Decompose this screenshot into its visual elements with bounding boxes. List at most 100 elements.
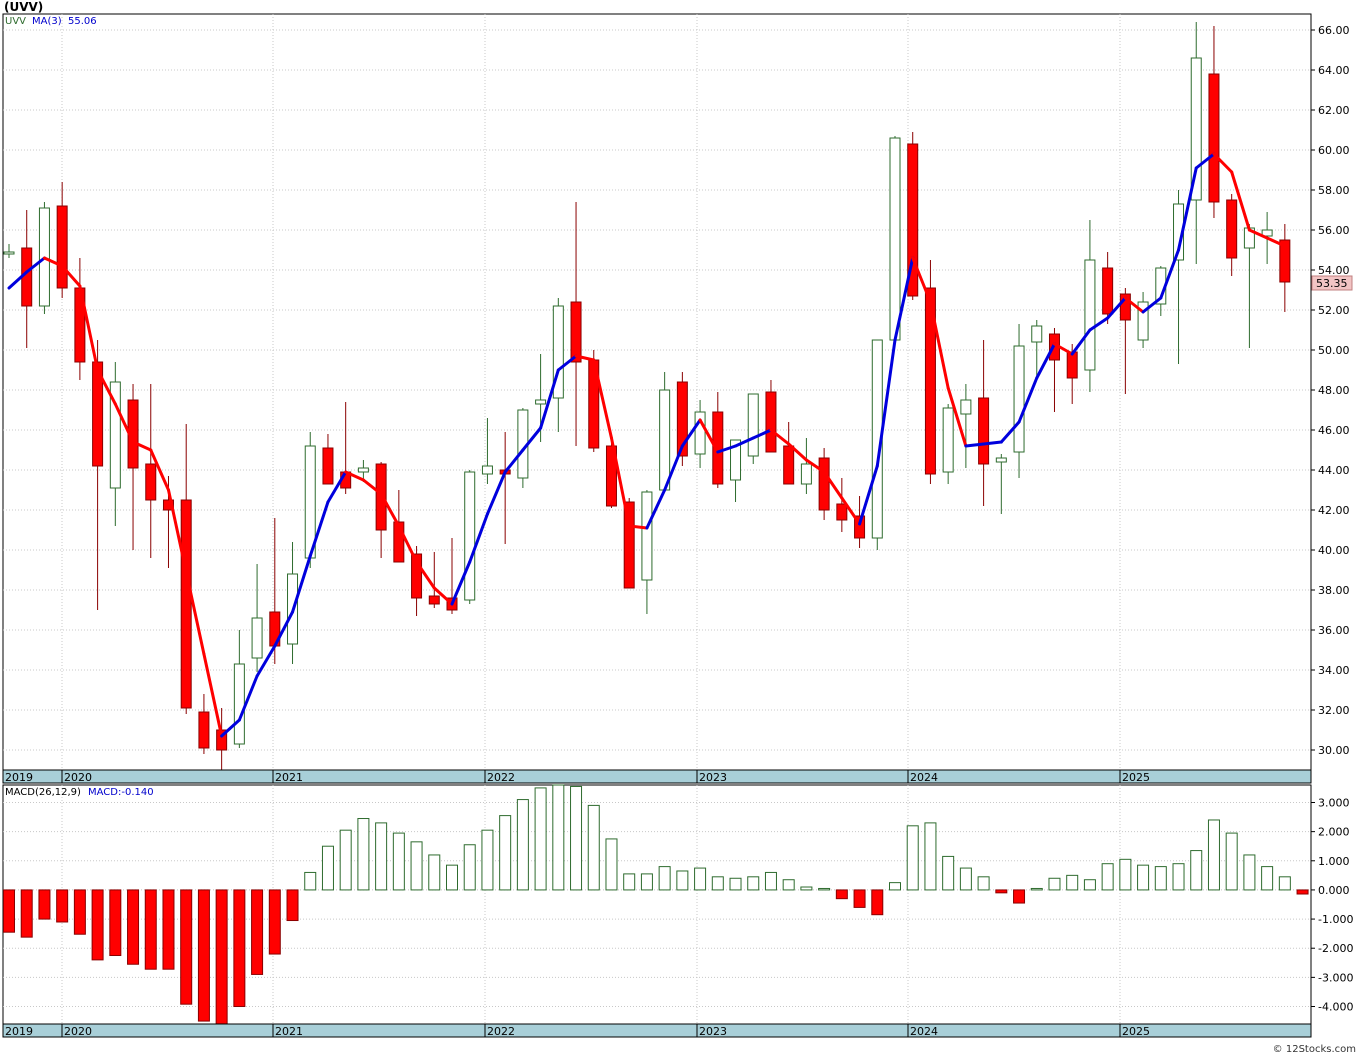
ma-line-segment (787, 442, 808, 462)
price-date-strip (2, 769, 1312, 784)
ma-line-segment (556, 354, 578, 372)
ma-line-segment (415, 560, 436, 590)
candle-body (570, 301, 582, 363)
year-label: 2025 (1122, 771, 1150, 784)
ma-line-segment (78, 284, 100, 372)
macd-bar (1083, 879, 1096, 891)
candle-body (995, 457, 1007, 463)
macd-bar (446, 864, 458, 891)
macd-bar (1048, 877, 1061, 891)
year-label: 2024 (910, 1025, 938, 1038)
macd-bar (1101, 863, 1114, 891)
macd-bar (977, 876, 990, 891)
macd-date-strip (2, 1023, 1312, 1038)
price-tick-label: 62.00 (1318, 104, 1350, 117)
macd-bar (1066, 874, 1079, 891)
ma-line-segment (432, 586, 454, 606)
ma-line-segment (1088, 316, 1110, 332)
macd-bar (906, 825, 919, 891)
macd-bar (942, 855, 955, 891)
candle-body (1031, 325, 1043, 343)
year-label: 2022 (487, 771, 515, 784)
candle-body (694, 411, 706, 455)
macd-tick-label: 2.000 (1318, 826, 1350, 839)
year-label: 2019 (5, 771, 33, 784)
macd-bar (321, 845, 334, 891)
candle-body (623, 501, 635, 589)
price-tick-label: 58.00 (1318, 184, 1350, 197)
ma-line-segment (237, 674, 259, 722)
macd-legend-label: MACD(26,12,9) (5, 787, 81, 798)
macd-bar (747, 876, 760, 891)
ma-line-segment (25, 256, 46, 274)
candle-body (464, 471, 476, 601)
ma-line-segment (1194, 152, 1216, 170)
price-tick-label: 56.00 (1318, 224, 1350, 237)
ma-line-segment (946, 386, 968, 448)
macd-bar (871, 889, 884, 916)
candle-body (1208, 73, 1220, 203)
candle-body (836, 503, 848, 521)
candle-body (1013, 345, 1025, 453)
ma-line-segment (1035, 342, 1056, 380)
macd-bar (463, 844, 476, 891)
candle-body (1190, 57, 1202, 201)
macd-bar (428, 854, 441, 891)
macd-bar (818, 887, 831, 891)
macd-bar (623, 873, 636, 891)
candle-body (251, 617, 263, 659)
year-label: 2021 (275, 1025, 303, 1038)
macd-bar (534, 787, 547, 891)
ma-line-segment (645, 488, 667, 530)
ma-line-segment (627, 524, 649, 530)
candle-body (641, 491, 653, 581)
macd-tick-label: -2.000 (1318, 942, 1353, 955)
year-label: 2025 (1122, 1025, 1150, 1038)
macd-tick-label: 3.000 (1318, 796, 1350, 809)
macd-bar (339, 829, 352, 891)
macd-bar (3, 889, 15, 933)
ma-line-segment (7, 270, 29, 290)
ma-line-segment (1265, 236, 1287, 248)
macd-bar (304, 871, 317, 891)
candle-body (1102, 267, 1114, 315)
price-tick-label: 40.00 (1318, 544, 1350, 557)
ma-line-segment (1141, 296, 1163, 314)
ma-line-segment (503, 448, 525, 474)
ma-line-segment (840, 496, 862, 526)
candle-body (109, 381, 121, 489)
ma-line-segment (326, 470, 348, 504)
price-legend-ticker: UVV (5, 16, 27, 27)
ma-line-segment (273, 610, 295, 648)
macd-bar (410, 841, 423, 891)
year-label: 2019 (5, 1025, 33, 1038)
credit-text: © 12Stocks.com (1272, 1044, 1356, 1055)
ma-line-segment (291, 554, 312, 614)
year-label: 2021 (275, 771, 303, 784)
ma-line-segment (113, 402, 135, 444)
macd-bar (1030, 887, 1043, 891)
ma-line-segment (804, 458, 826, 474)
macd-bar (853, 889, 866, 908)
candle-body (411, 553, 423, 599)
macd-bar (73, 889, 86, 935)
ma-line-segment (255, 644, 277, 678)
ma-line-segment (982, 440, 1003, 446)
last-price-label: 53.35 (1316, 277, 1348, 290)
macd-bar (1119, 858, 1132, 891)
macd-bar (764, 871, 777, 891)
macd-bar (640, 873, 653, 891)
ma-line-segment (1123, 296, 1145, 314)
price-tick-label: 50.00 (1318, 344, 1350, 357)
ma-line-segment (609, 436, 631, 528)
macd-bar (1013, 889, 1026, 904)
ma-line-segment (450, 560, 472, 606)
ma-line-segment (149, 448, 170, 492)
macd-bar (924, 822, 937, 891)
macd-bar (268, 889, 281, 955)
ma-line-segment (539, 368, 560, 430)
ma-line-segment (1159, 248, 1181, 300)
macd-bar (800, 886, 813, 891)
ma-line-segment (308, 500, 330, 558)
candle-body (162, 499, 174, 511)
